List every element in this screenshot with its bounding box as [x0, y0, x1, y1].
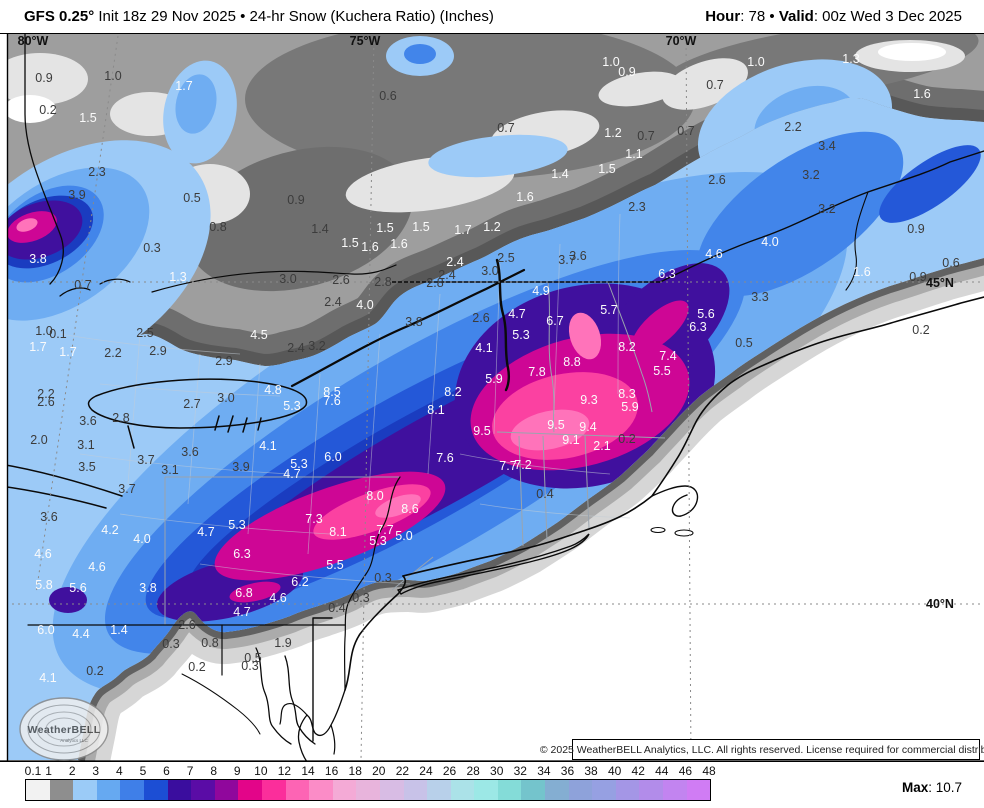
logo-text: WeatherBELL: [27, 724, 100, 736]
model-name: GFS 0.25°: [24, 8, 95, 25]
coastline-and-borders: [0, 34, 984, 762]
legend-color-cell: [497, 780, 522, 800]
legend-tick-label: 3: [92, 764, 100, 778]
legend-color-cell: [238, 780, 262, 800]
legend-tick-label: 40: [607, 764, 622, 778]
hour-label: Hour: [705, 8, 741, 25]
legend-color-cell: [615, 780, 640, 800]
legend-color-cell: [639, 780, 664, 800]
legend-color-cell: [167, 780, 192, 800]
legend-tick-label: 48: [702, 764, 716, 778]
legend-color-scale: [25, 779, 711, 801]
legend-color-cell: [261, 780, 286, 800]
legend-color-cell: [474, 780, 498, 800]
legend-tick-label: 8: [210, 764, 218, 778]
legend-tick-label: 0.1: [24, 764, 42, 778]
validity-info: Hour: 78 • Valid: 00z Wed 3 Dec 2025: [705, 8, 962, 25]
valid-label: Valid: [778, 8, 814, 25]
legend-color-cell: [285, 780, 310, 800]
legend-color-cell: [568, 780, 593, 800]
logo-subtext: Analytics LLC: [60, 738, 88, 743]
legend-color-cell: [73, 780, 97, 800]
snow-band: [0, 98, 984, 760]
legend-tick-label: 4: [116, 764, 123, 778]
legend-tick-label: 22: [395, 764, 410, 778]
legend-color-cell: [214, 780, 239, 800]
header-bar: GFS 0.25° Init 18z 29 Nov 2025 • 24-hr S…: [0, 0, 984, 34]
legend-tick-label: 5: [139, 764, 147, 778]
legend-bar: 0.1 1 2 3 4 5 6 7 8 9 10 12 14 16 18 20 22 24 26 28 30 32 34 36…: [0, 762, 984, 808]
legend-tick-label: 14: [301, 764, 315, 778]
legend-color-cell: [379, 780, 404, 800]
legend-color-cell: [26, 780, 50, 800]
max-label: Max: [901, 780, 929, 795]
legend-color-cell: [356, 780, 380, 800]
legend-tick-label: 46: [678, 764, 693, 778]
copyright-notice: © 2025 WeatherBELL Analytics, LLC. All r…: [540, 739, 984, 760]
legend-tick-label: 6: [163, 764, 170, 778]
legend-color-cell: [403, 780, 428, 800]
legend-tick-label: 10: [254, 764, 268, 778]
legend-tick-label: 12: [277, 764, 292, 778]
valid-value: : 00z Wed 3 Dec 2025: [813, 8, 962, 25]
legend-tick-label: 20: [372, 764, 386, 778]
legend-tick-label: 30: [490, 764, 504, 778]
legend-tick-label: 2: [68, 764, 76, 778]
legend-tick-label: 26: [442, 764, 457, 778]
legend-tick-label: 1: [45, 764, 52, 778]
legend-tick-label: 24: [419, 764, 433, 778]
legend-tick-label: 38: [584, 764, 598, 778]
legend-color-cell: [450, 780, 475, 800]
legend-color-cell: [332, 780, 357, 800]
legend-tick-label: 16: [324, 764, 339, 778]
run-subtitle: Init 18z 29 Nov 2025 • 24-hr Snow (Kuche…: [94, 8, 494, 25]
legend-tick-label: 34: [537, 764, 551, 778]
weatherbell-logo: WeatherBELL Analytics LLC: [16, 694, 112, 764]
legend-tick-label: 32: [513, 764, 527, 778]
graticule-lines: [0, 35, 984, 761]
legend-tick-label: 9: [233, 764, 241, 778]
max-value-readout: Max: 10.7: [902, 780, 962, 795]
legend-color-cell: [545, 780, 569, 800]
legend-color-cell: [143, 780, 168, 800]
left-margin: [0, 34, 7, 762]
legend-color-cell: [49, 780, 74, 800]
legend-tick-label: 28: [466, 764, 480, 778]
hour-value: : 78: [740, 8, 766, 25]
legend-color-cell: [663, 780, 687, 800]
legend-tick-row: 0.1 1 2 3 4 5 6 7 8 9 10 12 14 16 18 20 22 24 26 28 30 32 34 36…: [0, 762, 984, 778]
legend-color-cell: [96, 780, 121, 800]
legend-color-cell: [120, 780, 144, 800]
legend-tick-label: 36: [560, 764, 575, 778]
legend-tick-label: 44: [655, 764, 669, 778]
max-value: : 10.7: [928, 780, 962, 795]
legend-color-cell: [309, 780, 333, 800]
page-title: GFS 0.25° Init 18z 29 Nov 2025 • 24-hr S…: [24, 8, 494, 25]
legend-color-cell: [686, 780, 711, 800]
legend-color-cell: [592, 780, 616, 800]
legend-color-cell: [427, 780, 451, 800]
legend-color-cell: [521, 780, 546, 800]
legend-tick-label: 18: [348, 764, 362, 778]
forecast-map: 0.9 1.0 1.7 0.2 1.5 0.6 0.7 1.0 0.9 1.0 1.3 0.7 1.6 1…: [0, 34, 984, 762]
bullet-separator: •: [765, 8, 779, 25]
legend-tick-label: 7: [186, 764, 194, 778]
snow-map-svg: [0, 34, 984, 762]
legend-color-cell: [191, 780, 215, 800]
state-borders: [164, 281, 666, 625]
legend-tick-label: 42: [631, 764, 645, 778]
